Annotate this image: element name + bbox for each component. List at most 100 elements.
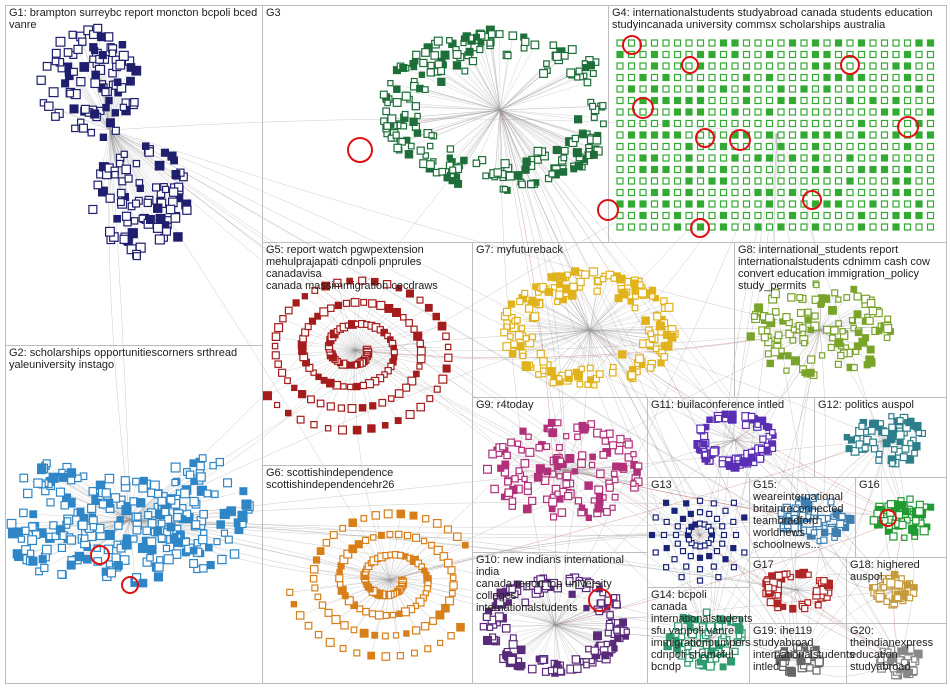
graph-node xyxy=(579,130,587,139)
graph-node xyxy=(36,75,46,85)
graph-node xyxy=(98,50,107,60)
graph-node xyxy=(915,39,923,47)
graph-node xyxy=(857,177,866,185)
graph-node xyxy=(396,610,403,618)
graph-node xyxy=(800,108,808,116)
graph-node xyxy=(599,450,608,459)
graph-node xyxy=(551,273,560,282)
graph-node xyxy=(846,165,854,174)
graph-node xyxy=(13,527,23,537)
graph-node xyxy=(87,128,96,137)
graph-node xyxy=(804,513,812,520)
graph-node xyxy=(500,468,510,477)
edge xyxy=(425,89,501,111)
graph-node xyxy=(612,600,621,609)
graph-node xyxy=(731,108,739,116)
edge xyxy=(102,129,111,192)
graph-node xyxy=(846,85,854,93)
graph-node xyxy=(652,514,659,521)
graph-node xyxy=(915,50,923,59)
graph-node xyxy=(387,395,395,402)
graph-node xyxy=(754,62,762,70)
edge xyxy=(500,602,556,626)
graph-node xyxy=(501,186,509,193)
graph-node xyxy=(549,379,557,387)
graph-node xyxy=(796,309,805,317)
graph-node xyxy=(892,96,900,105)
graph-node xyxy=(516,342,525,351)
graph-node xyxy=(823,73,831,82)
graph-node xyxy=(588,461,596,469)
graph-node xyxy=(402,383,411,392)
graph-node xyxy=(754,73,762,82)
graph-node xyxy=(857,85,866,93)
graph-node xyxy=(823,154,831,162)
edge xyxy=(504,469,566,473)
edge xyxy=(389,550,439,581)
graph-node xyxy=(785,329,794,339)
graph-node xyxy=(241,499,252,510)
graph-node xyxy=(687,552,694,560)
graph-node xyxy=(426,160,435,169)
graph-node xyxy=(78,123,88,133)
graph-node xyxy=(384,304,394,313)
graph-node xyxy=(788,85,797,93)
graph-node xyxy=(777,211,785,220)
graph-node xyxy=(494,612,504,622)
graph-node xyxy=(915,131,923,139)
graph-node xyxy=(869,223,877,231)
graph-node xyxy=(553,660,561,669)
graph-node xyxy=(708,177,716,185)
graph-node xyxy=(652,345,660,353)
graph-node xyxy=(555,444,563,451)
graph-node xyxy=(639,142,647,151)
graph-node xyxy=(707,527,715,534)
graph-node xyxy=(627,131,636,139)
graph-node xyxy=(27,535,38,546)
graph-node xyxy=(788,177,797,185)
graph-node xyxy=(846,223,854,231)
graph-node xyxy=(74,551,85,562)
inter-group-edge xyxy=(499,109,801,661)
graph-node xyxy=(130,535,138,543)
graph-node xyxy=(162,185,170,194)
graph-node xyxy=(853,310,862,319)
graph-node xyxy=(719,39,728,47)
graph-node xyxy=(678,573,685,581)
graph-node xyxy=(483,464,492,474)
graph-node xyxy=(526,180,535,189)
graph-node xyxy=(161,507,170,517)
edge xyxy=(464,70,501,111)
graph-node xyxy=(189,496,199,507)
graph-node xyxy=(522,157,531,166)
graph-node xyxy=(111,553,121,563)
graph-node xyxy=(348,518,357,527)
graph-node xyxy=(438,167,447,176)
graph-node xyxy=(820,576,828,585)
graph-node xyxy=(507,438,516,447)
edge xyxy=(589,320,646,331)
graph-node xyxy=(572,368,580,376)
graph-node xyxy=(650,177,659,185)
graph-node xyxy=(549,513,558,521)
graph-node xyxy=(719,523,726,530)
graph-node xyxy=(730,499,738,506)
edge xyxy=(385,555,391,581)
graph-node xyxy=(788,39,797,47)
graph-node xyxy=(530,312,540,322)
graph-node xyxy=(869,131,877,139)
graph-node xyxy=(831,289,839,297)
graph-node xyxy=(823,62,831,70)
graph-node xyxy=(765,131,774,139)
graph-node xyxy=(650,39,659,47)
graph-node xyxy=(552,51,562,61)
graph-node xyxy=(401,91,411,101)
inter-group-edge xyxy=(354,329,821,360)
edge xyxy=(320,550,391,581)
graph-node xyxy=(381,652,391,661)
graph-node xyxy=(875,450,883,458)
graph-node xyxy=(616,119,624,128)
edge xyxy=(499,109,508,169)
graph-node xyxy=(731,119,739,128)
graph-node xyxy=(847,436,855,444)
